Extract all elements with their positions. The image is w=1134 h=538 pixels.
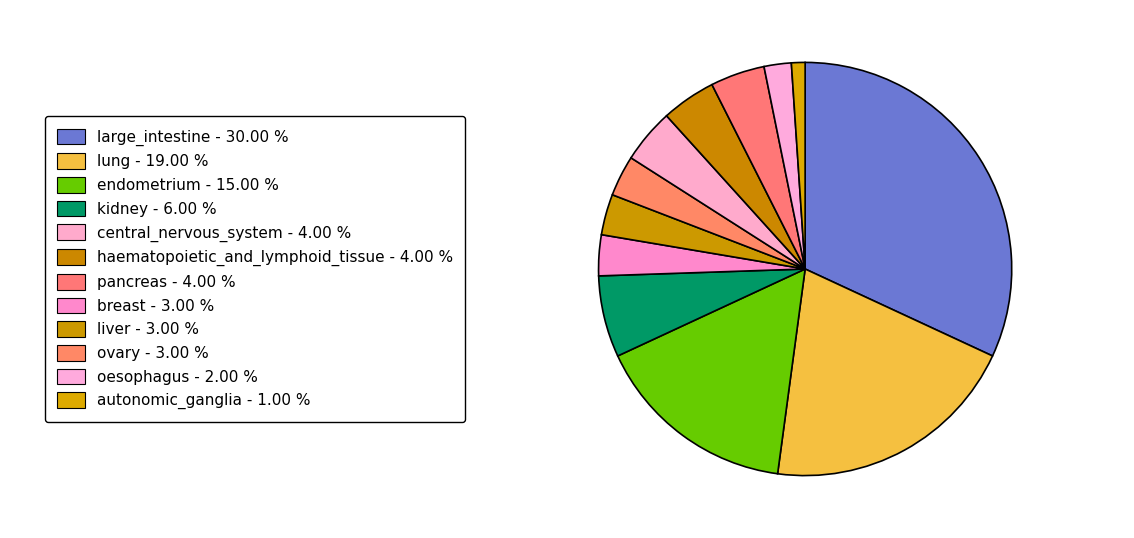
Wedge shape (601, 195, 805, 269)
Wedge shape (778, 269, 992, 476)
Wedge shape (618, 269, 805, 474)
Wedge shape (667, 84, 805, 269)
Wedge shape (805, 62, 1012, 356)
Wedge shape (764, 63, 805, 269)
Legend: large_intestine - 30.00 %, lung - 19.00 %, endometrium - 15.00 %, kidney - 6.00 : large_intestine - 30.00 %, lung - 19.00 … (45, 116, 465, 422)
Wedge shape (599, 235, 805, 276)
Wedge shape (612, 158, 805, 269)
Wedge shape (599, 269, 805, 356)
Wedge shape (631, 116, 805, 269)
Wedge shape (712, 67, 805, 269)
Wedge shape (792, 62, 805, 269)
